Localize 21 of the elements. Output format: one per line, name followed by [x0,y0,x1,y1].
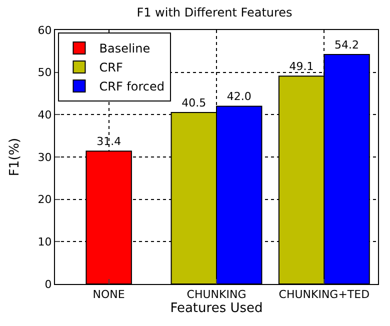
legend-label: Baseline [99,42,150,56]
y-tick-label: 0 [44,278,52,291]
y-tick-label: 50 [38,66,52,80]
y-tick-label: 20 [38,193,52,206]
data-label: 54.2 [334,38,360,52]
legend-label: CRF forced [99,80,165,94]
y-axis-title: F1(%) [8,138,23,176]
data-label: 49.1 [289,60,314,74]
chart-title: F1 with Different Features [136,6,292,20]
x-axis-title: Features Used [170,301,263,316]
x-tick-label: NONE [92,288,125,302]
y-tick-label: 30 [38,150,52,164]
data-label: 42.0 [226,90,252,104]
x-tick-label: CHUNKING [186,288,246,302]
legend-label: CRF [99,60,123,75]
y-tick-label: 60 [38,24,52,37]
data-label: 31.4 [96,135,122,148]
data-label: 40.5 [182,96,206,110]
x-tick-label: CHUNKING+TED [278,288,370,302]
y-tick-label: 10 [38,236,52,249]
y-tick-label: 40 [38,108,52,122]
